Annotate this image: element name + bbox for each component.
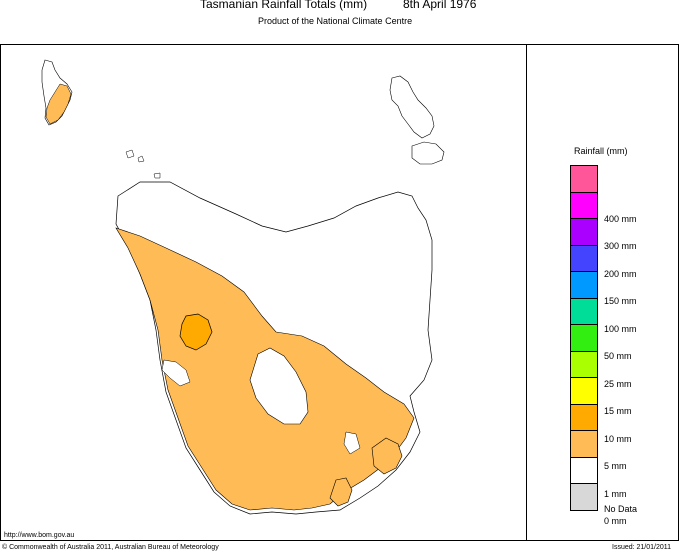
derwent-estuary bbox=[343, 431, 361, 455]
legend-label: 10 mm bbox=[604, 433, 632, 444]
macquarie-harbour bbox=[161, 359, 191, 387]
legend-swatch bbox=[570, 456, 598, 484]
map-date: 8th April 1976 bbox=[403, 0, 477, 11]
legend-swatch bbox=[570, 271, 598, 299]
legend-label: 400 mm bbox=[604, 213, 637, 224]
cape-barren-island bbox=[411, 141, 445, 165]
legend-swatch bbox=[570, 324, 598, 352]
map-subtitle: Product of the National Climate Centre bbox=[258, 16, 413, 26]
legend-label: 15 mm bbox=[604, 406, 632, 416]
legend-swatch bbox=[570, 191, 598, 219]
rainfall-area-5mm bbox=[179, 313, 213, 351]
legend-swatch bbox=[570, 165, 598, 193]
map-title: Tasmanian Rainfall Totals (mm) bbox=[200, 0, 368, 11]
legend-swatch bbox=[570, 350, 598, 378]
legend-label: 25 mm bbox=[604, 378, 632, 389]
tasman-peninsula bbox=[371, 437, 403, 475]
legend-label: 0 mm bbox=[604, 516, 627, 526]
legend-label: 100 mm bbox=[604, 323, 637, 334]
header: Tasmanian Rainfall Totals (mm) 8th April… bbox=[0, 0, 680, 14]
small-island-1 bbox=[125, 149, 135, 159]
copyright-notice: © Commonwealth of Australia 2011, Austra… bbox=[2, 544, 219, 551]
legend-label: 200 mm bbox=[604, 268, 637, 279]
legend-swatch bbox=[570, 297, 598, 325]
small-island-3 bbox=[153, 172, 161, 179]
legend-color-scale bbox=[570, 165, 598, 511]
source-url[interactable]: http://www.bom.gov.au bbox=[4, 532, 75, 539]
legend-swatch bbox=[570, 430, 598, 458]
legend-swatch bbox=[570, 403, 598, 431]
legend-title: Rainfall (mm) bbox=[574, 146, 628, 156]
legend-label: 5 mm bbox=[604, 461, 627, 471]
legend-swatch bbox=[570, 218, 598, 246]
tasmania-rainfall-map bbox=[41, 59, 445, 515]
issued-date: Issued: 21/01/2011 bbox=[612, 544, 672, 551]
flinders-island bbox=[389, 75, 435, 139]
legend-label: 150 mm bbox=[604, 296, 637, 306]
legend-label: 50 mm bbox=[604, 351, 632, 361]
king-island-rain-area bbox=[45, 83, 72, 125]
legend-label: 1 mm bbox=[604, 488, 627, 499]
small-island-2 bbox=[137, 155, 145, 163]
central-dry-area bbox=[249, 347, 309, 425]
legend-swatch bbox=[570, 244, 598, 272]
bruny-island bbox=[329, 477, 353, 507]
legend-swatch bbox=[570, 377, 598, 405]
legend-label: No Data bbox=[604, 504, 638, 514]
map-frame bbox=[0, 44, 679, 541]
legend-divider bbox=[526, 44, 527, 541]
legend-swatch bbox=[570, 483, 598, 511]
legend-label: 300 mm bbox=[604, 241, 637, 251]
